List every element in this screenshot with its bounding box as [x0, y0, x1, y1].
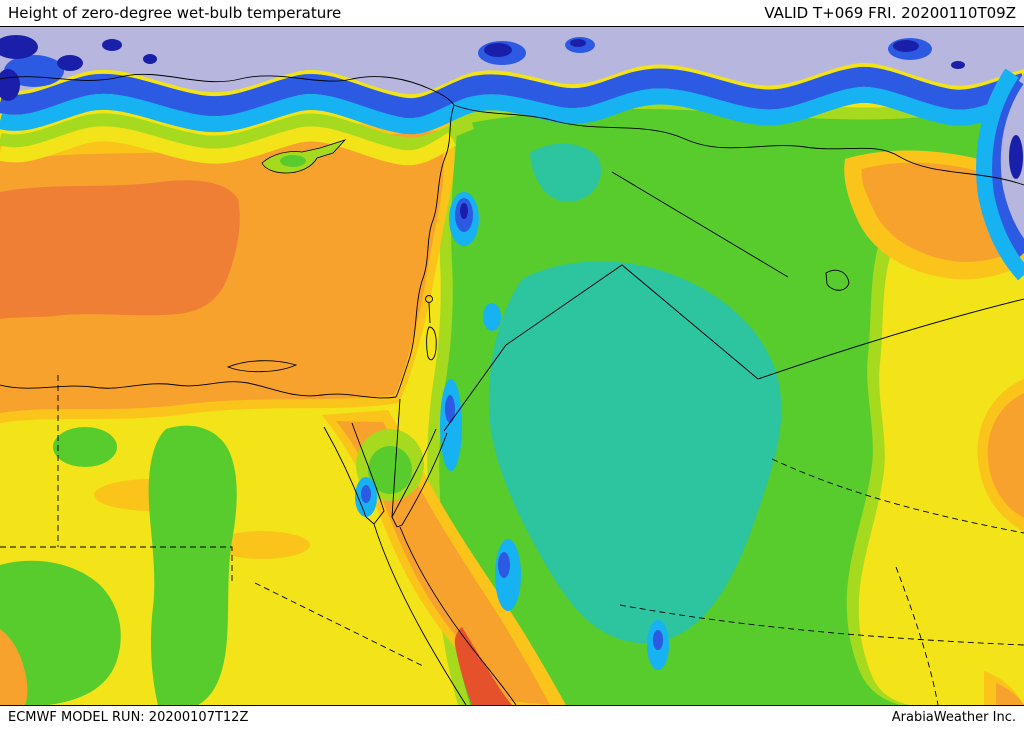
border-dashed-halaib: [254, 582, 426, 668]
egypt-amber-streak-2: [214, 531, 310, 559]
cold-spot-navy-nw4: [102, 39, 122, 51]
lagoon-bardawil: [226, 360, 298, 373]
band-yellow-green-west: [0, 113, 475, 151]
cold-spot-navy-east-edge: [1009, 135, 1023, 179]
gulf-orange: [987, 393, 1024, 518]
spot-blue-south: [653, 630, 663, 650]
sea-deep-orange-core: [0, 180, 240, 319]
green-swath-west: [148, 425, 237, 705]
band-cyan: [0, 86, 1024, 135]
border-dashed-saudi-east3: [895, 566, 939, 705]
footer-bar: ECMWF MODEL RUN: 20200107T12Z ArabiaWeat…: [0, 705, 1024, 729]
coastline-levant: [395, 104, 455, 398]
coastline-gulf-aqaba-east: [396, 432, 448, 528]
band-blue: [0, 66, 1024, 119]
sinai-green: [368, 446, 412, 494]
coastline-gulf-suez-east: [351, 422, 385, 525]
cold-spot-navy-nw1: [0, 35, 38, 59]
spot-blue-sinai: [361, 485, 371, 503]
lake-tharthar: [825, 269, 850, 291]
dip-cyan-east: [976, 68, 1024, 281]
attribution-label: ArabiaWeather Inc.: [891, 710, 1016, 725]
valid-time-label: VALID T+069 FRI. 20200110T09Z: [764, 4, 1016, 22]
border-egypt-israel: [391, 398, 401, 518]
cold-spot-navy-ne: [893, 40, 919, 52]
coastline-turkey: [0, 73, 455, 106]
cold-spot-navy-nw5: [143, 54, 157, 64]
spot-cyan-jordan-valley: [440, 379, 462, 471]
spot-blue-hejaz: [498, 552, 510, 578]
coastline-redsea-arabian: [399, 526, 517, 705]
spot-cyan-shara: [483, 303, 501, 331]
coastline-gulf-suez-west: [323, 426, 375, 525]
region-teal-syria: [530, 143, 602, 202]
region-teal-core: [488, 261, 782, 644]
border-dashed-egypt-sudan: [0, 546, 233, 583]
spot-navy-lebanon: [460, 203, 468, 219]
lake-dead-sea: [426, 326, 437, 361]
redsea-red-orange-core: [454, 627, 512, 705]
border-dashed-saudi-east1: [771, 458, 1024, 534]
lake-galilee: [425, 295, 433, 303]
border-turkey-syria: [453, 104, 1024, 186]
corner-orange-southwest: [0, 629, 28, 705]
header-bar: Height of zero-degree wet-bulb temperatu…: [0, 0, 1024, 27]
cold-spot-navy-nw3: [57, 55, 83, 71]
spot-cyan-hejaz: [495, 539, 521, 611]
cold-spot-navy-ne2: [951, 61, 965, 69]
cyprus-green-core: [280, 155, 306, 167]
model-run-label: ECMWF MODEL RUN: 20200107T12Z: [8, 710, 249, 725]
band-yellow-west: [0, 126, 456, 166]
border-syria-iraq: [611, 171, 789, 278]
cold-spot-navy-n1: [484, 43, 512, 57]
green-patch-west-small: [53, 427, 117, 467]
coastline-gulf-aqaba-west: [391, 428, 437, 528]
corner-orange: [996, 683, 1024, 705]
weather-map: [0, 27, 1024, 705]
spot-blue-jordan-valley: [445, 395, 455, 423]
cyprus-island: [261, 139, 347, 174]
coastline-egypt-north: [0, 381, 397, 399]
map-area: [0, 27, 1024, 705]
page-title: Height of zero-degree wet-bulb temperatu…: [8, 4, 342, 22]
cold-spot-navy-n2: [570, 39, 586, 47]
river-jordan: [428, 302, 431, 324]
coastline-redsea-african: [373, 523, 467, 705]
green-blob-southwest: [0, 560, 121, 705]
border-saudi-north: [443, 264, 1024, 432]
border-dashed-saudi-east2: [619, 604, 1024, 646]
